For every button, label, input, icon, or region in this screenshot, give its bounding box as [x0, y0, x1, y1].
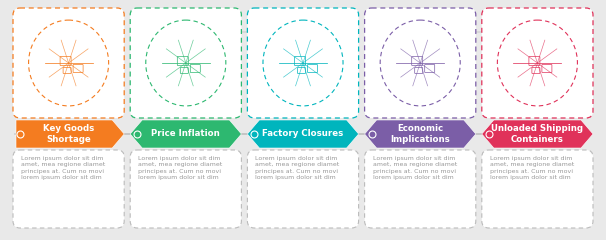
Polygon shape [16, 120, 124, 148]
FancyBboxPatch shape [130, 8, 241, 118]
FancyBboxPatch shape [247, 150, 359, 228]
Ellipse shape [146, 20, 226, 106]
Text: Lorem ipsum dolor sit dim
amet, mea regione diamet
principes at. Cum no movi
lor: Lorem ipsum dolor sit dim amet, mea regi… [21, 156, 105, 180]
Text: Lorem ipsum dolor sit dim
amet, mea regione diamet
principes at. Cum no movi
lor: Lorem ipsum dolor sit dim amet, mea regi… [255, 156, 339, 180]
FancyBboxPatch shape [130, 150, 241, 228]
Polygon shape [365, 120, 476, 148]
Text: Lorem ipsum dolor sit dim
amet, mea regione diamet
principes at. Cum no movi
lor: Lorem ipsum dolor sit dim amet, mea regi… [138, 156, 222, 180]
FancyBboxPatch shape [482, 8, 593, 118]
FancyBboxPatch shape [13, 150, 124, 228]
FancyBboxPatch shape [247, 8, 359, 118]
Ellipse shape [28, 20, 108, 106]
Ellipse shape [380, 20, 460, 106]
Text: Unloaded Shipping
Containers: Unloaded Shipping Containers [491, 124, 584, 144]
Text: Key Goods
Shortage: Key Goods Shortage [43, 124, 94, 144]
Text: Price Inflation: Price Inflation [152, 130, 220, 138]
Ellipse shape [498, 20, 578, 106]
Polygon shape [482, 120, 593, 148]
Text: Factory Closures: Factory Closures [262, 130, 344, 138]
FancyBboxPatch shape [365, 150, 476, 228]
Polygon shape [247, 120, 359, 148]
Text: Economic
Implications: Economic Implications [390, 124, 450, 144]
Text: Lorem ipsum dolor sit dim
amet, mea regione diamet
principes at. Cum no movi
lor: Lorem ipsum dolor sit dim amet, mea regi… [490, 156, 574, 180]
FancyBboxPatch shape [13, 8, 124, 118]
Ellipse shape [263, 20, 343, 106]
FancyBboxPatch shape [482, 150, 593, 228]
FancyBboxPatch shape [365, 8, 476, 118]
Text: Lorem ipsum dolor sit dim
amet, mea regione diamet
principes at. Cum no movi
lor: Lorem ipsum dolor sit dim amet, mea regi… [373, 156, 457, 180]
Polygon shape [130, 120, 241, 148]
